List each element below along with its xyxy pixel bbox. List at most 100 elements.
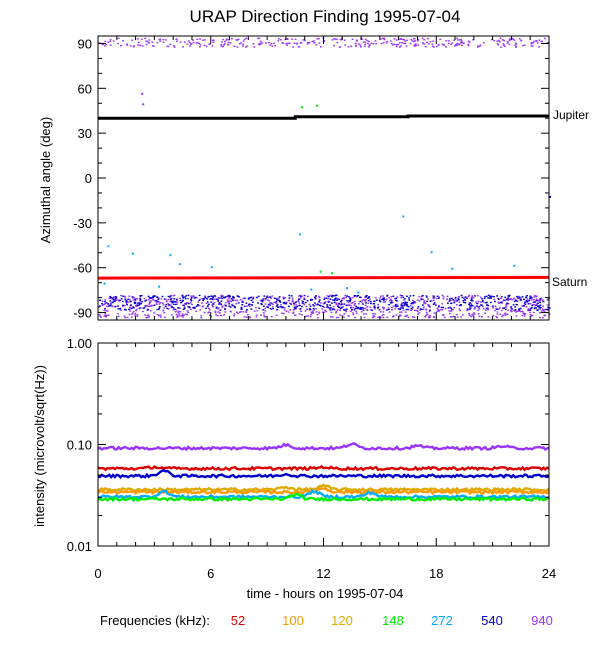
- noise-dot-band-2: [343, 303, 346, 305]
- noise-dot-band-0: [461, 42, 464, 44]
- noise-dot-band-0: [117, 37, 120, 39]
- noise-dot-band-2: [139, 303, 142, 305]
- noise-dot-band-1: [170, 300, 173, 302]
- noise-dot-band-1: [303, 303, 306, 306]
- noise-dot-band-2: [517, 297, 519, 299]
- noise-dot-band-1: [446, 295, 449, 297]
- noise-dot-band-1: [506, 313, 509, 315]
- noise-dot-band-2: [295, 306, 297, 308]
- noise-dot-band-1: [158, 301, 160, 303]
- noise-dot-band-2: [476, 305, 478, 307]
- noise-dot-band-1: [106, 315, 108, 317]
- noise-dot-band-1: [499, 313, 502, 315]
- noise-dot-band-2: [171, 306, 173, 308]
- noise-dot-band-2: [263, 295, 266, 297]
- noise-dot-band-0: [403, 42, 405, 44]
- noise-dot-band-1: [214, 312, 217, 314]
- noise-dot-band-0: [285, 43, 288, 45]
- noise-dot-band-1: [400, 311, 403, 313]
- noise-dot-band-0: [393, 43, 396, 46]
- noise-dot-band-1: [429, 306, 432, 308]
- noise-dot-band-0: [432, 40, 435, 42]
- noise-dot-band-1: [308, 303, 311, 306]
- noise-dot-band-1: [441, 294, 444, 297]
- noise-dot-band-2: [466, 308, 469, 310]
- noise-dot-band-0: [190, 43, 192, 45]
- noise-dot-band-0: [415, 44, 417, 47]
- noise-dot-band-1: [189, 302, 192, 304]
- noise-dot-band-1: [418, 312, 421, 314]
- noise-dot-band-0: [192, 41, 195, 44]
- noise-dot-band-2: [386, 294, 389, 297]
- noise-dot-band-2: [279, 306, 282, 308]
- azimuth-tick-label: -30: [73, 216, 92, 231]
- noise-dot-band-2: [437, 306, 440, 308]
- noise-dot-band-2: [293, 306, 296, 308]
- noise-dot-band-0: [311, 40, 314, 43]
- noise-dot-band-2: [486, 304, 488, 306]
- noise-dot-band-2: [104, 300, 106, 303]
- noise-dot-band-1: [136, 315, 139, 317]
- noise-dot-band-1: [390, 296, 393, 298]
- noise-dot-band-2: [202, 298, 205, 300]
- noise-dot-band-2: [531, 297, 533, 299]
- noise-dot-band-2: [174, 308, 177, 310]
- noise-dot-band-2: [357, 306, 359, 309]
- noise-dot-band-0: [414, 43, 417, 45]
- noise-dot-band-1: [399, 311, 401, 313]
- noise-dot-band-2: [535, 304, 537, 307]
- legend-entry-940: 940: [531, 613, 553, 628]
- noise-dot-band-2: [315, 295, 317, 297]
- noise-dot-band-0: [356, 40, 358, 42]
- noise-dot-band-0: [306, 42, 309, 44]
- noise-dot-band-1: [416, 307, 419, 310]
- noise-dot-band-0: [417, 39, 420, 41]
- noise-dot-band-0: [515, 46, 517, 48]
- noise-dot-band-0: [141, 45, 144, 47]
- noise-dot-band-0: [281, 42, 284, 44]
- noise-dot-band-0: [313, 42, 316, 44]
- noise-dot-band-1: [453, 300, 456, 302]
- noise-dot-band-1: [414, 302, 416, 304]
- noise-dot-band-1: [160, 316, 162, 318]
- noise-dot-band-0: [432, 46, 435, 48]
- noise-dot-band-0: [166, 45, 169, 48]
- noise-dot-band-1: [142, 310, 144, 313]
- noise-dot-band-1: [521, 304, 524, 307]
- noise-dot-band-2: [172, 303, 175, 305]
- noise-dot-band-2: [326, 304, 329, 306]
- noise-dot-band-0: [320, 46, 322, 48]
- noise-dot-band-0: [107, 41, 110, 43]
- noise-dot-band-1: [344, 294, 347, 297]
- noise-dot-band-1: [298, 295, 300, 297]
- noise-dot-band-2: [514, 309, 517, 311]
- noise-dot-band-1: [330, 311, 333, 313]
- noise-dot-band-1: [152, 299, 155, 301]
- noise-dot-band-2: [304, 301, 307, 304]
- noise-dot-band-0: [393, 38, 396, 40]
- noise-dot-band-2: [251, 301, 254, 303]
- noise-dot-band-0: [367, 46, 370, 48]
- noise-dot-band-0: [224, 43, 226, 45]
- noise-dot-band-2: [499, 301, 502, 304]
- noise-dot-band-1: [324, 297, 326, 299]
- noise-dot-band-1: [471, 295, 474, 297]
- noise-dot-band-0: [413, 45, 416, 47]
- noise-dot-band-2: [448, 300, 451, 302]
- noise-dot-band-2: [478, 305, 481, 308]
- legend-title: Frequencies (kHz):: [100, 613, 210, 628]
- noise-dot-band-2: [346, 295, 348, 297]
- noise-dot-band-2: [382, 298, 385, 301]
- noise-dot-band-0: [273, 42, 275, 44]
- noise-dot-band-2: [533, 307, 536, 310]
- noise-dot-band-1: [346, 304, 349, 306]
- noise-dot-band-0: [530, 45, 533, 47]
- noise-dot-band-1: [239, 311, 241, 313]
- noise-dot-band-2: [163, 298, 166, 300]
- noise-dot-band-1: [337, 316, 339, 319]
- noise-dot-band-1: [176, 303, 178, 305]
- noise-dot-band-2: [128, 308, 130, 311]
- noise-dot-band-1: [401, 306, 404, 308]
- noise-dot-band-0: [503, 45, 506, 48]
- noise-dot-band-1: [364, 295, 367, 297]
